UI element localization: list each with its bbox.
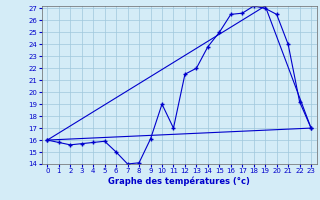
X-axis label: Graphe des températures (°c): Graphe des températures (°c)	[108, 177, 250, 186]
